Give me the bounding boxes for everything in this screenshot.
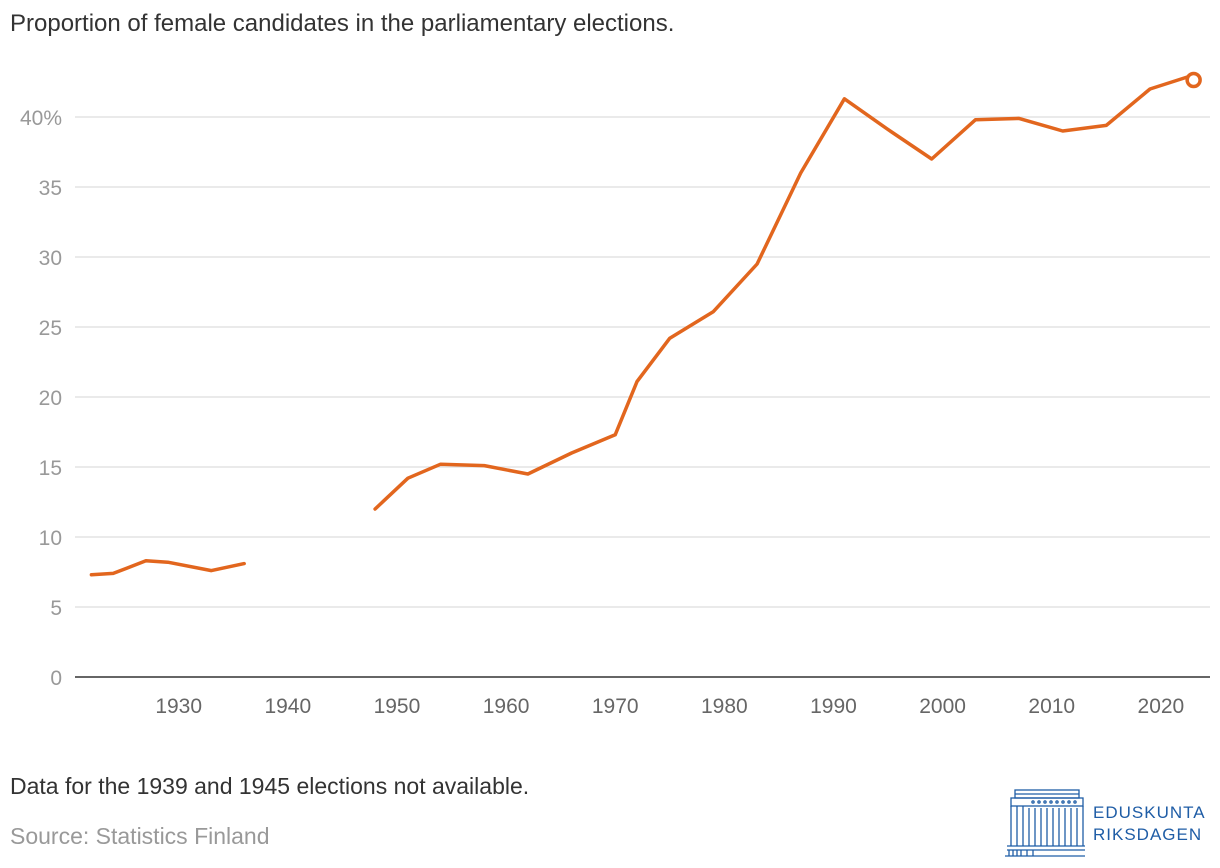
last-point-marker [1185, 71, 1202, 89]
x-tick-label-1980: 1980 [701, 695, 748, 718]
x-tick-label-1960: 1960 [483, 695, 530, 718]
y-tick-label-15: 15 [39, 457, 62, 480]
x-tick-label-1970: 1970 [592, 695, 639, 718]
gridlines [75, 116, 1210, 678]
y-tick-label-0: 0 [50, 667, 62, 690]
series-line-1 [89, 559, 246, 577]
y-tick-label-30: 30 [39, 247, 62, 270]
x-tick-label-1930: 1930 [155, 695, 202, 718]
y-tick-label-40: 40% [20, 107, 62, 130]
series-lines [89, 73, 1196, 577]
logo-line-1: EDUSKUNTA [1093, 803, 1206, 822]
logo-line-2: RIKSDAGEN [1093, 825, 1203, 844]
x-tick-label-2020: 2020 [1138, 695, 1185, 718]
x-tick-label-2000: 2000 [919, 695, 966, 718]
y-tick-label-10: 10 [39, 527, 62, 550]
x-axis-ticks: 1930 1940 1950 1960 1970 1980 1990 2000 2010 2020 [155, 695, 1184, 718]
source-text: Source: Statistics Finland [10, 823, 270, 849]
y-tick-label-25: 25 [39, 317, 62, 340]
y-axis-ticks: 0 5 10 15 20 25 30 35 40% [20, 107, 62, 690]
y-tick-label-20: 20 [39, 387, 62, 410]
x-tick-label-1940: 1940 [264, 695, 311, 718]
x-tick-label-2010: 2010 [1028, 695, 1075, 718]
parliament-building-icon [1005, 789, 1085, 857]
footnote: Data for the 1939 and 1945 elections not… [10, 773, 530, 799]
eduskunta-logo: EDUSKUNTA RIKSDAGEN [1005, 786, 1215, 858]
markers [1185, 71, 1202, 89]
series-line-2 [373, 73, 1196, 511]
y-tick-label-5: 5 [50, 597, 62, 620]
logo-text: EDUSKUNTA RIKSDAGEN [1093, 802, 1206, 846]
chart-title: Proportion of female candidates in the p… [10, 10, 675, 37]
x-tick-label-1950: 1950 [374, 695, 421, 718]
y-tick-label-35: 35 [39, 177, 62, 200]
x-tick-label-1990: 1990 [810, 695, 857, 718]
